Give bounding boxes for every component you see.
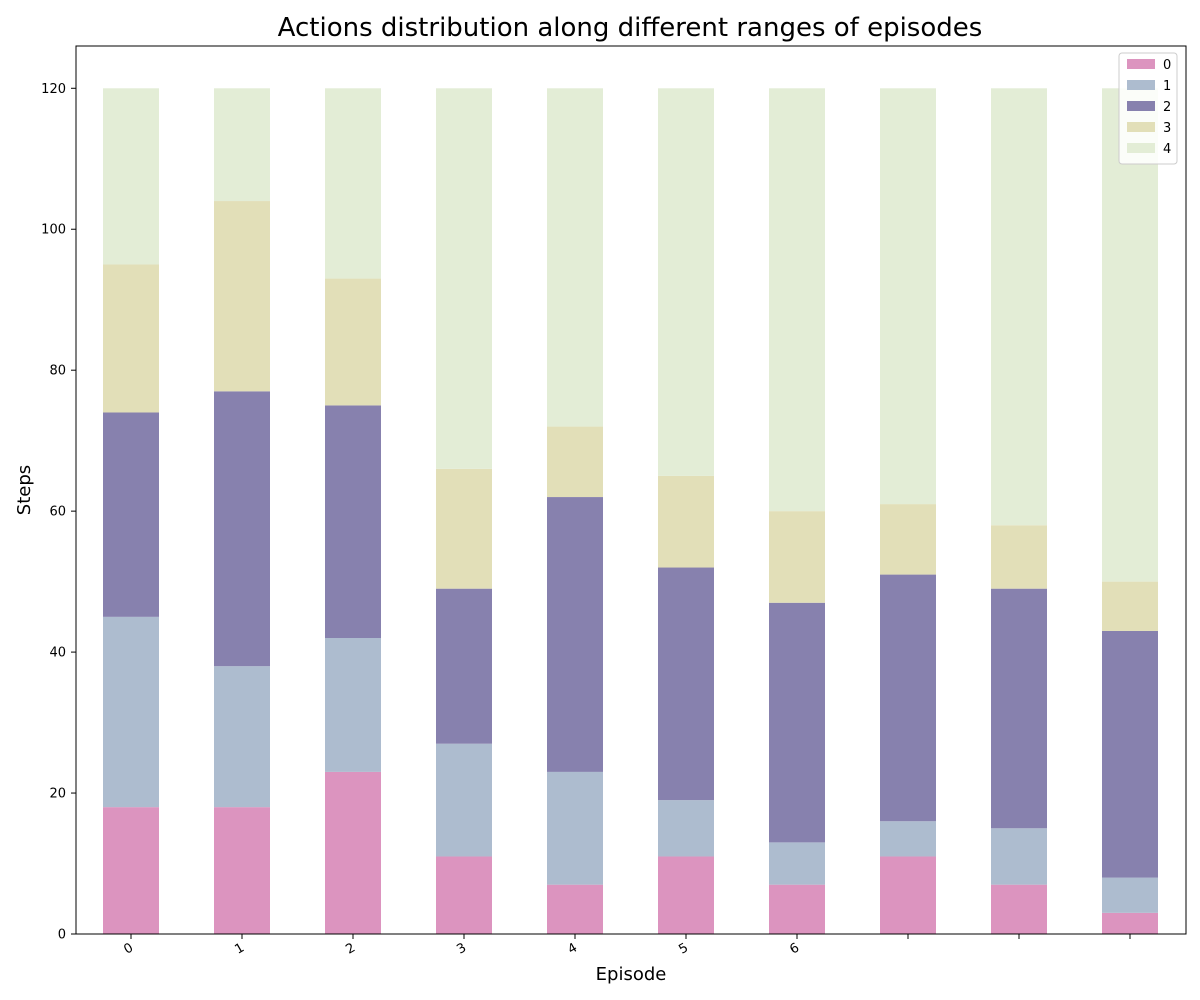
bar-segment-ep2-action-1: [325, 638, 381, 772]
bar-segment-ep7-action-1: [880, 821, 936, 857]
bar-segment-ep1-action-3: [214, 201, 270, 392]
y-axis: 0 20 40 60 80 100 120: [41, 82, 76, 943]
x-axis: 0 1 2 3 4 5 6: [121, 934, 1131, 958]
bar-segment-ep6-action-3: [769, 511, 825, 603]
bar-segment-ep8-action-2: [991, 588, 1047, 829]
bar-segment-ep3-action-4: [436, 88, 492, 469]
bar-segment-ep0-action-3: [103, 264, 159, 413]
bar-segment-ep4-action-3: [547, 426, 603, 498]
bar-segment-ep9-action-3: [1102, 581, 1158, 631]
chart-title: Actions distribution along different ran…: [278, 13, 983, 43]
x-tick-label: 0: [121, 940, 136, 957]
x-tick-label: 2: [343, 940, 358, 957]
bar-segment-ep9-action-2: [1102, 630, 1158, 878]
bar-segment-ep1-action-4: [214, 88, 270, 202]
bar-segment-ep2-action-3: [325, 278, 381, 406]
bar-segment-ep6-action-0: [769, 884, 825, 934]
bar-segment-ep7-action-2: [880, 574, 936, 822]
bar-segment-ep3-action-1: [436, 743, 492, 857]
bar-segment-ep9-action-4: [1102, 88, 1158, 582]
bar-segment-ep6-action-1: [769, 842, 825, 885]
bar-segment-ep4-action-0: [547, 884, 603, 934]
bar-segment-ep1-action-1: [214, 666, 270, 808]
legend-label-1: 1: [1163, 79, 1171, 94]
bar-segment-ep1-action-2: [214, 391, 270, 667]
bar-segment-ep2-action-0: [325, 771, 381, 934]
x-tick-label: 1: [232, 940, 247, 957]
bar-segment-ep3-action-0: [436, 856, 492, 934]
legend-swatch-3: [1127, 122, 1155, 132]
bar-segment-ep5-action-2: [658, 567, 714, 801]
y-tick-label: 0: [58, 928, 66, 943]
y-tick-label: 80: [49, 364, 66, 379]
y-axis-label: Steps: [14, 465, 35, 515]
bar-segment-ep1-action-0: [214, 807, 270, 934]
y-tick-label: 60: [49, 505, 66, 520]
bar-segment-ep5-action-4: [658, 88, 714, 476]
bar-segment-ep4-action-1: [547, 771, 603, 885]
bar-segment-ep8-action-3: [991, 525, 1047, 589]
legend-label-4: 4: [1163, 142, 1171, 157]
legend-swatch-0: [1127, 59, 1155, 69]
legend-label-2: 2: [1163, 100, 1171, 115]
bar-segment-ep3-action-2: [436, 588, 492, 744]
bar-segment-ep6-action-2: [769, 602, 825, 843]
bar-segment-ep2-action-2: [325, 405, 381, 638]
bar-segment-ep7-action-3: [880, 504, 936, 575]
bar-segment-ep5-action-3: [658, 475, 714, 568]
bar-segment-ep4-action-2: [547, 497, 603, 772]
bar-segment-ep2-action-4: [325, 88, 381, 279]
bar-segment-ep3-action-3: [436, 468, 492, 589]
legend-swatch-1: [1127, 80, 1155, 90]
bar-segment-ep5-action-1: [658, 800, 714, 857]
legend-swatch-4: [1127, 143, 1155, 153]
bar-segment-ep0-action-0: [103, 807, 159, 934]
bar-segment-ep7-action-0: [880, 856, 936, 934]
bar-segment-ep9-action-1: [1102, 877, 1158, 913]
bars-layer: [103, 88, 1158, 934]
bar-segment-ep9-action-0: [1102, 912, 1158, 934]
bar-segment-ep0-action-2: [103, 412, 159, 617]
plot-frame: [75, 45, 1187, 935]
x-tick-label: 3: [454, 940, 469, 957]
bar-segment-ep0-action-4: [103, 88, 159, 265]
legend-label-3: 3: [1163, 121, 1171, 136]
y-tick-label: 40: [49, 646, 66, 661]
bar-segment-ep8-action-1: [991, 828, 1047, 885]
bar-segment-ep7-action-4: [880, 88, 936, 505]
y-tick-label: 20: [49, 787, 66, 802]
bar-segment-ep6-action-4: [769, 88, 825, 512]
bar-segment-ep5-action-0: [658, 856, 714, 934]
bar-segment-ep8-action-0: [991, 884, 1047, 934]
x-tick-label: 6: [787, 940, 802, 957]
bar-segment-ep0-action-1: [103, 616, 159, 808]
y-tick-label: 100: [41, 223, 66, 238]
legend-label-0: 0: [1163, 58, 1171, 73]
legend: 0 1 2 3 4: [1118, 52, 1178, 165]
x-tick-label: 5: [676, 940, 691, 957]
x-axis-label: Episode: [596, 964, 667, 985]
bar-segment-ep8-action-4: [991, 88, 1047, 526]
x-tick-label: 4: [565, 940, 580, 957]
y-tick-label: 120: [41, 82, 66, 97]
bar-segment-ep4-action-4: [547, 88, 603, 427]
legend-swatch-2: [1127, 101, 1155, 111]
